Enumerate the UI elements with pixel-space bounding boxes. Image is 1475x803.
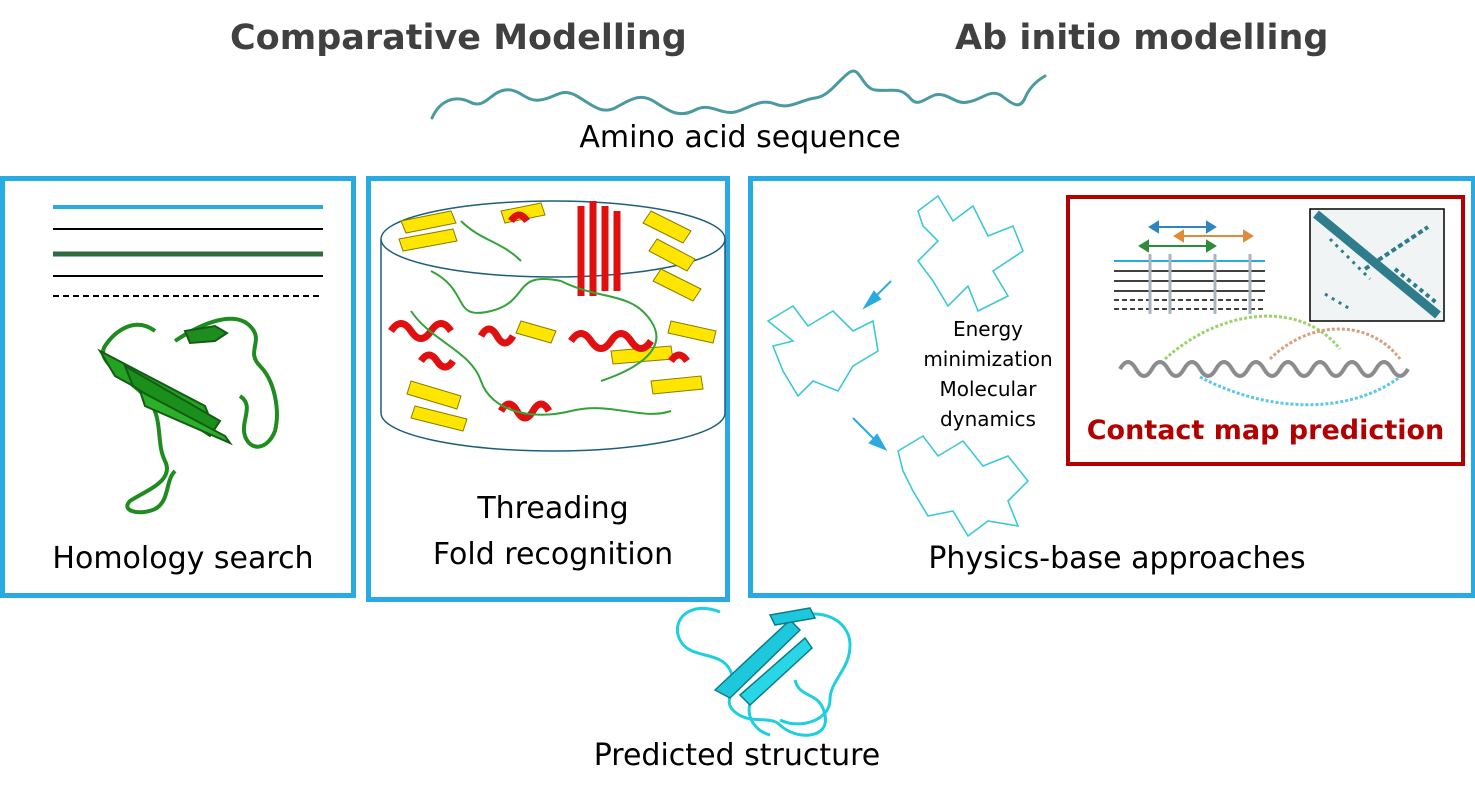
coevolution-alignment-image	[1114, 220, 1265, 314]
method-line-3: Molecular	[939, 377, 1037, 401]
ab-initio-modelling-heading: Ab initio modelling	[955, 18, 1329, 58]
contact-map-prediction-box: Contact map prediction	[1066, 195, 1465, 466]
amino-acid-sequence-label: Amino acid sequence	[579, 120, 901, 155]
template-protein-structure-image	[97, 316, 279, 515]
method-line-2: minimization	[923, 347, 1053, 371]
fold-recognition-label: Fold recognition	[432, 537, 674, 572]
homology-search-label: Homology search	[52, 541, 314, 576]
contact-map-matrix-image	[1309, 208, 1445, 322]
method-line-1: Energy	[952, 317, 1024, 341]
physics-based-panel: Energy minimization Molecular dynamics P…	[748, 176, 1475, 598]
threading-label: Threading	[477, 491, 629, 526]
threading-panel: Threading Fold recognition	[366, 176, 730, 602]
method-line-4: dynamics	[940, 407, 1036, 431]
homology-search-panel: Homology search	[0, 176, 356, 598]
physics-methods-text: Energy minimization Molecular dynamics	[903, 314, 1073, 434]
fold-library-cylinder-image	[380, 200, 726, 452]
conformational-search-structures-image	[766, 194, 1030, 538]
predicted-structure-label: Predicted structure	[593, 738, 881, 773]
physics-based-label: Physics-base approaches	[928, 541, 1306, 576]
contact-map-prediction-label: Contact map prediction	[1086, 415, 1445, 446]
contact-helix-image	[1118, 314, 1410, 407]
comparative-modelling-heading: Comparative Modelling	[230, 18, 687, 58]
sequence-alignment-lines	[53, 205, 323, 297]
